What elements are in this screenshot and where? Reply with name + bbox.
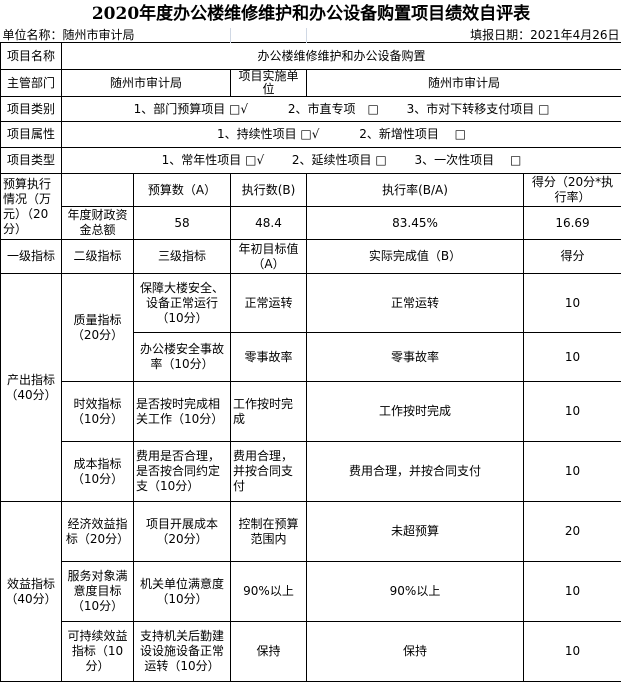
table-row: 办公楼安全事故率（10分） 零事故率 零事故率 10 <box>1 332 621 382</box>
score-cell: 10 <box>522 381 621 442</box>
department-label: 主管部门 <box>0 69 62 97</box>
header-level2: 二级指标 <box>61 239 134 274</box>
level3-cell: 机关单位满意度（10分） <box>133 561 231 622</box>
score-cell: 20 <box>522 501 621 562</box>
level2-cell: 可持续效益指标（10分） <box>61 621 134 682</box>
target-cell: 费用合理，并按合同支付 <box>230 441 307 502</box>
target-cell: 正常运转 <box>230 273 307 333</box>
level2-cell: 时效指标（10分） <box>61 381 134 442</box>
budget-header: 预算数（A） <box>133 173 231 207</box>
blank-cell <box>230 28 307 43</box>
budget-label: 预算执行情况（万元）（20分） <box>0 173 62 240</box>
exec-value: 48.4 <box>230 206 307 240</box>
target-cell: 控制在预算范围内 <box>230 501 307 562</box>
budget-header: 得分（20分*执行率） <box>522 173 621 207</box>
header-actual: 实际完成值（B） <box>306 239 524 274</box>
score-cell: 10 <box>522 561 621 622</box>
impl-unit-value: 随州市审计局 <box>305 69 621 97</box>
type-options[interactable]: 1、常年性项目 □√ 2、延续性项目 □ 3、一次性项目 □ <box>60 147 621 174</box>
impl-unit-label: 项目实施单位 <box>230 69 307 97</box>
blank-cell <box>61 173 134 207</box>
actual-cell: 保持 <box>306 621 524 682</box>
level2-cell: 成本指标（10分） <box>61 441 134 502</box>
level3-cell: 项目开展成本（20分） <box>133 501 231 562</box>
budget-header: 执行数(B) <box>230 173 307 207</box>
type-label: 项目类型 <box>0 147 62 174</box>
attribute-options[interactable]: 1、持续性项目 □√ 2、新增性项目 □ <box>60 121 621 148</box>
level3-cell: 办公楼安全事故率（10分） <box>133 332 231 382</box>
actual-cell: 工作按时完成 <box>306 381 524 442</box>
level2-cell: 质量指标（20分） <box>61 273 134 382</box>
actual-cell: 零事故率 <box>306 332 524 382</box>
actual-cell: 正常运转 <box>306 273 524 333</box>
level3-cell: 费用是否合理，是否按合同约定支（10分） <box>133 441 231 502</box>
target-cell: 工作按时完成 <box>230 381 307 442</box>
actual-cell: 费用合理，并按合同支付 <box>306 441 524 502</box>
unit-name: 单位名称：随州市审计局 <box>2 28 135 42</box>
table-row: 服务对象满意度目标（10分） 机关单位满意度（10分） 90%以上 90%以上 … <box>1 561 621 622</box>
project-name-value: 办公楼维修维护和办公设备购置 <box>60 42 621 70</box>
level2-cell: 经济效益指标（20分） <box>61 501 134 562</box>
level3-cell: 是否按时完成相关工作（10分） <box>133 381 231 442</box>
level2-cell: 服务对象满意度目标（10分） <box>61 561 134 622</box>
page-title: 2020年度办公楼维修维护和办公设备购置项目绩效自评表 <box>91 3 531 24</box>
level1-cell: 效益指标（40分） <box>0 501 62 682</box>
header-level1: 一级指标 <box>0 239 62 274</box>
attribute-label: 项目属性 <box>0 121 62 148</box>
level3-cell: 保障大楼安全、设备正常运行（10分） <box>133 273 231 333</box>
table-row: 成本指标（10分） 费用是否合理，是否按合同约定支（10分） 费用合理，并按合同… <box>1 441 621 502</box>
budget-row-label: 年度财政资金总额 <box>61 206 134 240</box>
category-option[interactable]: 2、市直专项 □ <box>287 101 379 116</box>
project-name-label: 项目名称 <box>0 42 62 70</box>
header-score: 得分 <box>522 239 621 274</box>
category-options[interactable]: 1、部门预算项目 □√ 2、市直专项 □ 3、市对下转移支付项目 □ <box>60 96 621 122</box>
score-cell: 10 <box>522 273 621 333</box>
exec-rate: 83.45% <box>306 206 524 240</box>
score-cell: 10 <box>522 621 621 682</box>
score-cell: 10 <box>522 332 621 382</box>
budget-header: 执行率(B/A) <box>306 173 524 207</box>
type-option[interactable]: 3、一次性项目 □ <box>414 153 522 167</box>
table-row: 效益指标（40分） 经济效益指标（20分） 项目开展成本（20分） 控制在预算范… <box>0 501 621 682</box>
category-label: 项目类别 <box>0 96 62 122</box>
header-target: 年初目标值（A） <box>230 239 307 274</box>
department-value: 随州市审计局 <box>61 69 231 97</box>
table-row: 产出指标（40分） 质量指标（20分） 保障大楼安全、设备正常运行（10分） 正… <box>0 273 621 502</box>
type-option[interactable]: 1、常年性项目 □√ <box>161 153 265 167</box>
header-level3: 三级指标 <box>133 239 231 274</box>
actual-cell: 90%以上 <box>306 561 524 622</box>
attribute-option[interactable]: 2、新增性项目 □ <box>359 127 467 141</box>
type-option[interactable]: 2、延续性项目 □ <box>291 153 387 167</box>
actual-cell: 未超预算 <box>306 501 524 562</box>
target-cell: 零事故率 <box>230 332 307 382</box>
fill-date: 填报日期：2021年4月26日 <box>305 28 621 43</box>
target-cell: 90%以上 <box>230 561 307 622</box>
category-option[interactable]: 3、市对下转移支付项目 □ <box>406 101 550 116</box>
attribute-option[interactable]: 1、持续性项目 □√ <box>216 127 320 141</box>
category-option[interactable]: 1、部门预算项目 □√ <box>133 101 248 116</box>
table-row: 时效指标（10分） 是否按时完成相关工作（10分） 工作按时完成 工作按时完成 … <box>1 381 621 442</box>
score-cell: 10 <box>522 441 621 502</box>
budget-value: 58 <box>133 206 231 240</box>
target-cell: 保持 <box>230 621 307 682</box>
level3-cell: 支持机关后勤建设设施设备正常运转（10分） <box>133 621 231 682</box>
level1-cell: 产出指标（40分） <box>0 273 62 502</box>
budget-score: 16.69 <box>522 206 621 240</box>
table-row: 可持续效益指标（10分） 支持机关后勤建设设施设备正常运转（10分） 保持 保持… <box>1 621 621 682</box>
